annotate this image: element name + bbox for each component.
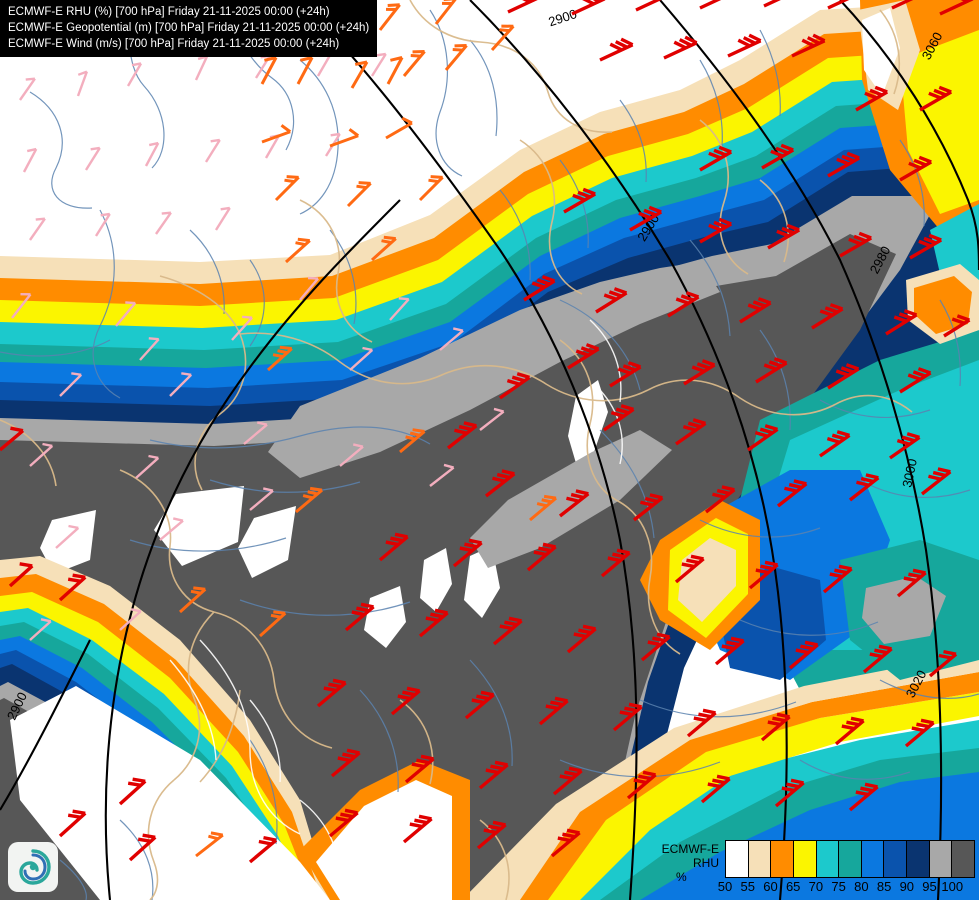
colorbar-swatch-7 xyxy=(884,841,908,877)
cyclone-logo-icon xyxy=(8,842,58,892)
title-line-wind: ECMWF-E Wind (m/s) [700 hPa] Friday 21-1… xyxy=(8,38,340,50)
colorbar-tick-100: 100 xyxy=(941,879,964,894)
title-line-geopotential: ECMWF-E Geopotential (m) [700 hPa] Frida… xyxy=(8,22,370,34)
colorbar-swatch-4 xyxy=(816,841,840,877)
colorbar-tick-55: 55 xyxy=(740,879,755,894)
colorbar-tick-80: 80 xyxy=(854,879,869,894)
legend-model: ECMWF-E xyxy=(661,842,719,856)
colorbar-swatches xyxy=(725,840,975,878)
colorbar: 50 55 60 65 70 75 80 85 90 95 100 xyxy=(718,840,975,896)
colorbar-swatch-1 xyxy=(748,841,772,877)
legend-variable: RHU xyxy=(693,856,719,870)
colorbar-tick-90: 90 xyxy=(899,879,915,894)
colorbar-swatch-2 xyxy=(771,841,794,877)
colorbar-swatch-6 xyxy=(861,841,885,877)
colorbar-swatch-3 xyxy=(793,841,817,877)
colorbar-swatch-9 xyxy=(929,841,953,877)
colorbar-tick-60: 60 xyxy=(763,879,778,894)
colorbar-tick-75: 75 xyxy=(831,879,846,894)
legend-units: % xyxy=(676,870,687,884)
colorbar-tick-95: 95 xyxy=(922,879,937,894)
title-line-rhu: ECMWF-E RHU (%) [700 hPa] Friday 21-11-2… xyxy=(8,6,330,18)
colorbar-tick-65: 65 xyxy=(785,879,801,894)
colorbar-legend: ECMWF-E RHU % 50 55 60 65 70 75 80 85 90 95 100 xyxy=(654,834,979,900)
colorbar-swatch-0 xyxy=(726,841,749,877)
colorbar-tick-85: 85 xyxy=(876,879,892,894)
colorbar-tick-70: 70 xyxy=(808,879,824,894)
colorbar-ticks: 50 55 60 65 70 75 80 85 90 95 100 xyxy=(718,878,975,896)
title-block: ECMWF-E RHU (%) [700 hPa] Friday 21-11-2… xyxy=(0,0,378,57)
colorbar-swatch-8 xyxy=(907,841,930,877)
colorbar-swatch-10 xyxy=(952,841,975,877)
legend-caption: ECMWF-E RHU % xyxy=(662,840,725,884)
colorbar-swatch-5 xyxy=(839,841,862,877)
colorbar-tick-50: 50 xyxy=(717,879,733,894)
